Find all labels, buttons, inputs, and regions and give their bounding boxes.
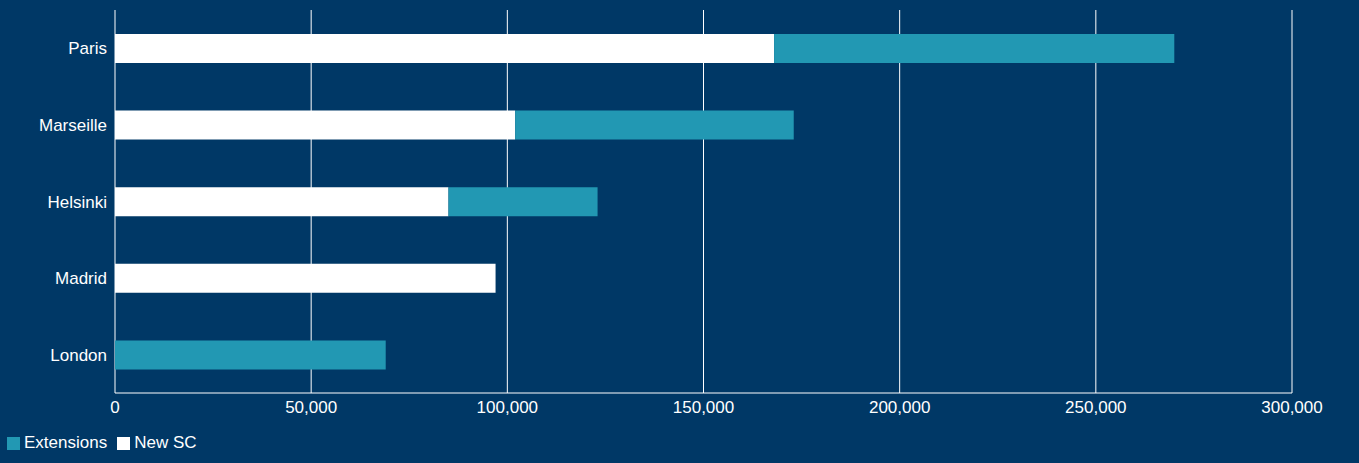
svg-text:Helsinki: Helsinki	[47, 193, 107, 212]
svg-text:100,000: 100,000	[477, 398, 538, 417]
svg-text:London: London	[50, 346, 107, 365]
svg-text:200,000: 200,000	[869, 398, 930, 417]
svg-text:50,000: 50,000	[285, 398, 337, 417]
html-text:Extensions: Extensions	[24, 433, 108, 452]
svg-text:Marseille: Marseille	[39, 116, 107, 135]
svg-text:300,000: 300,000	[1261, 398, 1322, 417]
svg-text:Madrid: Madrid	[55, 269, 107, 288]
svg-text:150,000: 150,000	[673, 398, 734, 417]
svg-text:Paris: Paris	[68, 39, 107, 58]
svg-text:250,000: 250,000	[1065, 398, 1126, 417]
svg-text:0: 0	[110, 398, 119, 417]
html-text:New SC: New SC	[134, 433, 197, 452]
